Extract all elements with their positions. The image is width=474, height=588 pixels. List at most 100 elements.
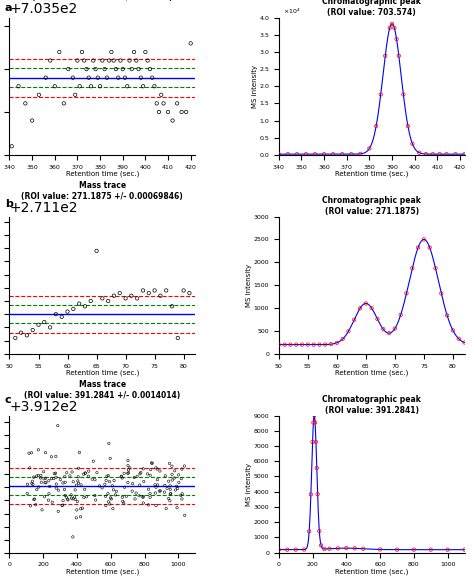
Point [356,303,364,313]
Point [403,289,410,298]
Point [61,472,69,481]
Point [151,480,159,489]
Point [155,486,163,496]
Point [359,544,367,553]
Point [140,492,147,501]
Point [77,504,84,513]
X-axis label: Retention time (sec.): Retention time (sec.) [66,171,139,178]
Point [58,501,66,510]
Point [92,495,100,505]
Point [122,293,129,303]
Point [145,485,152,494]
Point [327,339,335,349]
Point [144,56,151,65]
Point [338,149,346,159]
Point [307,490,315,499]
Point [391,324,399,333]
Point [124,461,132,470]
Point [45,496,52,505]
Point [316,526,323,536]
Point [275,149,283,159]
Point [151,286,158,295]
Point [429,149,437,159]
Point [63,468,71,477]
Point [11,333,19,343]
Point [380,325,387,334]
Point [321,340,329,349]
Point [166,485,174,494]
Point [58,312,65,322]
Point [63,493,70,502]
Point [35,320,42,329]
Point [145,500,152,510]
Point [55,47,63,56]
Point [101,480,109,489]
Point [107,493,114,503]
Point [305,527,313,536]
Point [410,545,418,554]
Point [175,470,182,480]
Point [461,149,468,159]
Point [67,490,75,500]
X-axis label: Retention time (sec.): Retention time (sec.) [335,171,408,178]
Point [135,65,142,74]
Point [70,304,77,313]
Point [64,65,72,74]
Point [105,439,113,448]
Point [105,56,113,65]
Point [46,323,54,332]
Title: Mass trace
(ROI value: 703.574 +/- 0.00223): Mass trace (ROI value: 703.574 +/- 0.002… [32,0,173,2]
Point [427,545,435,554]
Point [152,483,160,492]
Point [69,477,77,486]
Point [81,485,89,494]
Point [23,489,31,498]
Point [92,65,100,74]
Point [166,459,173,468]
Point [164,107,172,116]
Point [339,335,346,344]
Point [52,469,59,478]
Point [45,489,53,499]
Point [123,492,130,501]
Point [73,56,81,65]
Point [55,507,62,516]
Point [37,477,45,487]
Point [59,478,67,487]
Point [160,99,167,108]
Point [168,475,176,485]
Point [443,149,450,159]
Point [443,310,451,320]
Point [314,489,321,499]
Point [293,149,301,159]
Point [87,82,95,91]
Point [178,107,185,116]
Point [166,496,173,506]
Point [292,340,300,349]
Point [154,465,161,474]
Point [121,73,129,82]
Point [316,340,323,349]
Point [35,445,42,455]
Point [75,479,82,488]
Point [90,56,97,65]
Point [118,473,126,483]
Point [110,476,118,485]
Point [155,107,163,116]
Point [82,469,89,478]
Point [186,288,193,298]
Point [156,291,164,300]
Point [88,475,96,484]
Point [108,495,115,504]
Point [64,307,71,316]
Point [461,338,468,348]
Point [35,471,42,480]
Title: Chromatographic peak
(ROI value: 391.2841): Chromatographic peak (ROI value: 391.284… [322,395,421,415]
Point [64,495,72,504]
Y-axis label: MS intensity: MS intensity [246,263,252,307]
Point [85,73,92,82]
Point [376,544,384,554]
Point [126,56,133,65]
Point [110,291,118,300]
Point [395,51,402,61]
